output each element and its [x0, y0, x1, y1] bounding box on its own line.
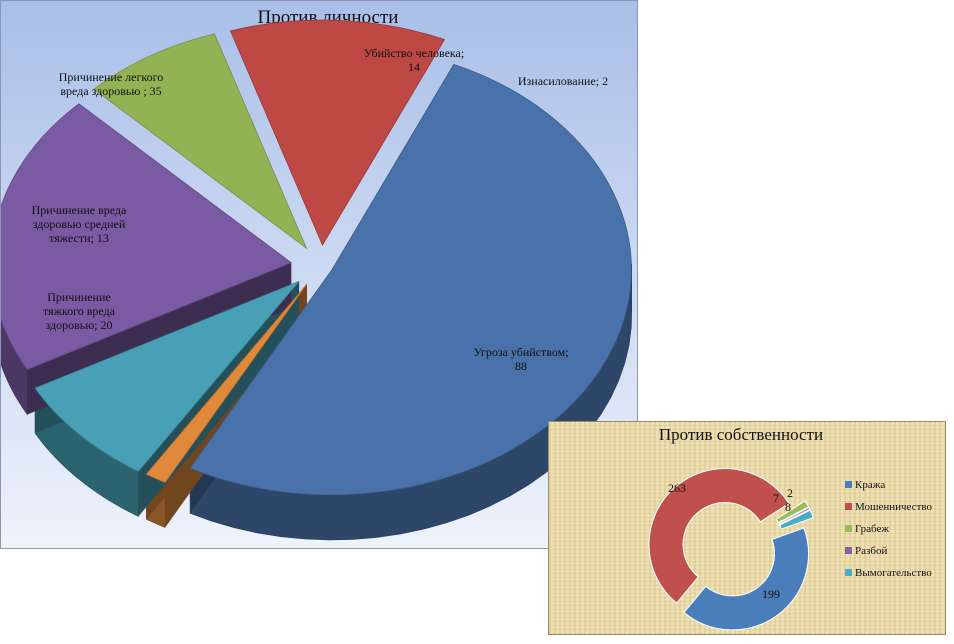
legend-swatch-0: [845, 481, 852, 488]
donut-data-label-4: 8: [785, 500, 791, 514]
pie-slices: [0, 19, 632, 496]
data-label-line: Угроза убийством;: [473, 345, 568, 359]
donut-slice-2: [775, 500, 810, 524]
chart-title: Против собственности: [659, 425, 823, 444]
legend: Кража Мошенничество Грабеж Разбой Вымогатель…: [845, 479, 933, 579]
donut-data-label-3: 2: [787, 486, 793, 500]
data-label-line: Причинение легкого: [59, 70, 164, 84]
data-label-line: Причинение вреда: [32, 203, 127, 217]
personal-crimes-chart: Против личности Угроза убийством; 88 Изнас…: [0, 0, 638, 549]
data-label-line: 88: [515, 359, 527, 373]
legend-swatch-4: [845, 569, 852, 576]
personal-crimes-svg: Против личности Угроза убийством; 88Изнас…: [0, 7, 632, 541]
data-label-line: тяжести; 13: [49, 231, 109, 245]
property-crimes-svg: Против собственности 199 263 7 28 Кража Моше…: [648, 425, 933, 631]
donut-data-label-0: 199: [762, 587, 780, 601]
donut-slice-1: [648, 468, 790, 604]
donut-slice-3: [778, 506, 811, 525]
data-label-1: Изнасилование; 2: [518, 74, 608, 88]
data-label-line: здоровью средней: [33, 217, 126, 231]
data-label-line: здоровью; 20: [45, 318, 112, 332]
data-label-3: Причинение легкого вреда здоровью ; 35: [59, 70, 164, 98]
slice-изнасилование: [145, 283, 308, 483]
donut-slices: [648, 468, 814, 631]
legend-label-4: Вымогательство: [855, 567, 932, 579]
donut-slice-0: [683, 527, 809, 631]
data-labels: 199 263 7 28: [668, 481, 793, 601]
data-label-4: Причинение вреда здоровью средней тяжести;…: [32, 203, 127, 245]
slice-убийство-человека: [34, 280, 300, 472]
donut-slice-4: [778, 509, 814, 530]
data-label-2: Убийство человека; 14: [364, 46, 464, 74]
legend-label-0: Кража: [855, 479, 885, 491]
data-label-0: Угроза убийством; 88: [473, 345, 568, 373]
data-label-line: вреда здоровью ; 35: [60, 84, 161, 98]
legend-label-2: Грабеж: [855, 523, 889, 535]
donut-data-label-1: 263: [668, 481, 686, 495]
legend-label-1: Мошенничество: [855, 501, 933, 513]
data-label-5: Причинение тяжкого вреда здоровью; 20: [43, 290, 116, 332]
data-label-line: Причинение: [47, 290, 110, 304]
slice-угроза-убийством: [189, 63, 632, 496]
legend-swatch-1: [845, 503, 852, 510]
data-label-line: тяжкого вреда: [43, 304, 116, 318]
property-crimes-chart: Против собственности 199 263 7 2 8 Кража Моше…: [548, 421, 946, 635]
slice-причинение-вреда-здоровью-средней-тяжести: [93, 33, 308, 250]
slice-причинение-легкого-вреда-здоровью: [0, 103, 293, 370]
legend-label-3: Разбой: [855, 545, 887, 557]
data-label-line: Убийство человека;: [364, 46, 464, 60]
legend-swatch-2: [845, 525, 852, 532]
legend-swatch-3: [845, 547, 852, 554]
donut-data-label-2: 7: [773, 491, 779, 505]
slice-причинение-тяжкого-вреда-здоровью: [229, 19, 446, 246]
data-labels: Угроза убийством; 88 Изнасилование; 2 Убийс…: [32, 46, 608, 373]
data-label-line: Изнасилование; 2: [518, 74, 608, 88]
data-label-line: 14: [408, 60, 420, 74]
